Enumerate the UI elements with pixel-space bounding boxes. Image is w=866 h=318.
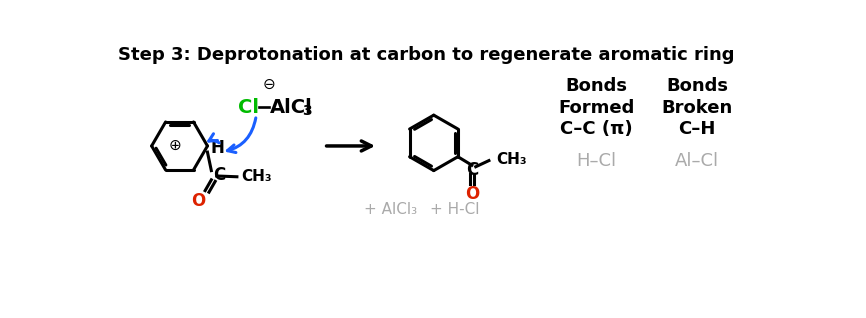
Text: H: H — [210, 139, 224, 157]
Text: AlCl: AlCl — [270, 98, 313, 117]
Text: Step 3: Deprotonation at carbon to regenerate aromatic ring: Step 3: Deprotonation at carbon to regen… — [118, 46, 734, 64]
Text: H–Cl: H–Cl — [577, 152, 617, 170]
Text: ⊕: ⊕ — [169, 138, 181, 153]
Text: + AlCl₃: + AlCl₃ — [364, 202, 417, 218]
Text: Bonds
Broken: Bonds Broken — [662, 77, 733, 117]
Text: Cl: Cl — [238, 98, 260, 117]
Text: C–C (π): C–C (π) — [560, 120, 633, 138]
Text: 3: 3 — [302, 104, 312, 118]
Text: O: O — [465, 185, 479, 204]
Text: CH₃: CH₃ — [496, 152, 527, 167]
Text: + H-Cl: + H-Cl — [430, 202, 480, 218]
Text: CH₃: CH₃ — [242, 169, 272, 184]
Text: C–H: C–H — [679, 120, 716, 138]
Text: Bonds
Formed: Bonds Formed — [559, 77, 635, 117]
Text: Al–Cl: Al–Cl — [675, 152, 720, 170]
Text: C: C — [213, 166, 225, 184]
Text: O: O — [191, 192, 205, 210]
Text: C: C — [466, 161, 478, 179]
Text: ⊖: ⊖ — [263, 77, 276, 92]
